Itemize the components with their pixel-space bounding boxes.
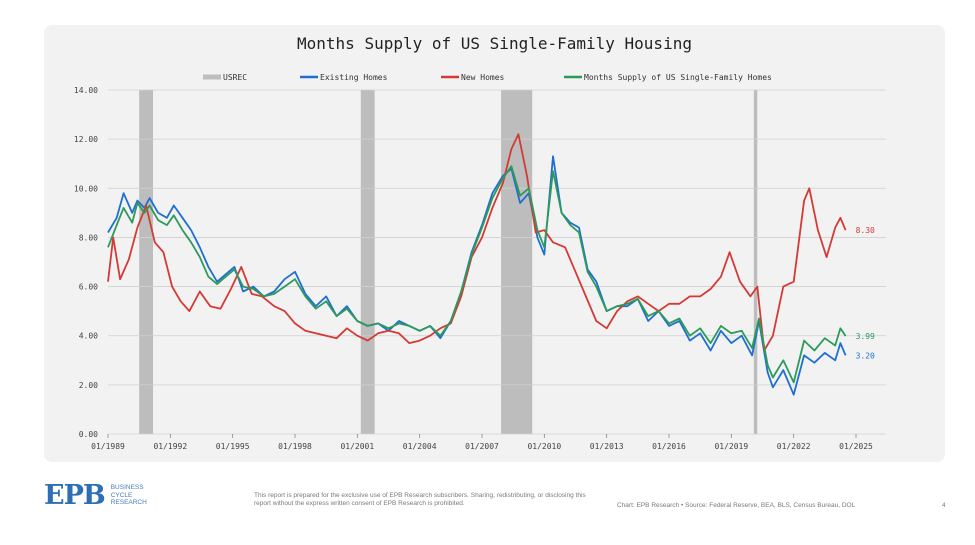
disclaimer-text: This report is prepared for the exclusiv…: [254, 492, 586, 507]
logo-sub-line: CYCLE: [110, 491, 133, 499]
x-tick-label: 01/1989: [91, 442, 125, 451]
recession-band: [753, 90, 758, 434]
recession-band: [139, 90, 154, 434]
line-chart: 0.00 2.00 4.00 6.00 8.00 10.00 12.00 14.00 01/19…: [74, 73, 886, 451]
epb-logo: EPB BUSINESS CYCLE RESEARCH: [44, 480, 147, 511]
recession-band: [360, 90, 375, 434]
x-tick-label: 01/1992: [153, 442, 187, 451]
y-tick-label: 8.00: [79, 233, 98, 242]
end-value-label: 3.20: [856, 351, 875, 360]
logo-subtitle: BUSINESS CYCLE RESEARCH: [111, 484, 147, 507]
y-tick-label: 6.00: [79, 283, 98, 292]
logo-sub-line: BUSINESS: [110, 484, 144, 492]
x-tick-label: 01/1995: [216, 442, 250, 451]
end-value-label: 3.99: [856, 332, 875, 341]
page-number: 4: [942, 502, 946, 509]
logo-sub-line: RESEARCH: [110, 499, 147, 507]
legend-label: USREC: [223, 73, 247, 82]
legend-label: Existing Homes: [320, 73, 388, 82]
y-tick-label: 14.00: [74, 86, 98, 95]
x-tick-label: 01/2004: [403, 442, 437, 451]
y-tick-label: 2.00: [79, 381, 98, 390]
end-value-label: 8.30: [856, 226, 875, 235]
x-tick-label: 01/2019: [714, 442, 748, 451]
x-tick-label: 01/2010: [527, 442, 561, 451]
recession-band: [501, 90, 533, 434]
y-tick-label: 10.00: [74, 184, 98, 193]
legend-label: New Homes: [461, 73, 505, 82]
y-tick-label: 4.00: [79, 332, 98, 341]
series-line-combined: [107, 165, 847, 384]
y-tick-label: 12.00: [74, 135, 98, 144]
chart-title: Months Supply of US Single-Family Housin…: [297, 34, 692, 53]
x-tick-label: 01/2016: [652, 442, 686, 451]
y-tick-label: 0.00: [79, 430, 98, 439]
x-tick-label: 01/2007: [465, 442, 499, 451]
x-tick-label: 01/2025: [839, 442, 873, 451]
x-tick-label: 01/2022: [777, 442, 811, 451]
logo-text: EPB: [44, 480, 106, 511]
series-line-new: [107, 133, 847, 352]
x-tick-label: 01/2013: [590, 442, 624, 451]
series-line-existing: [107, 155, 847, 396]
x-tick-label: 01/2001: [340, 442, 374, 451]
x-tick-label: 01/1998: [278, 442, 312, 451]
source-text: Chart: EPB Research • Source: Federal Re…: [617, 502, 856, 509]
legend-label: Months Supply of US Single-Family Homes: [584, 73, 772, 82]
